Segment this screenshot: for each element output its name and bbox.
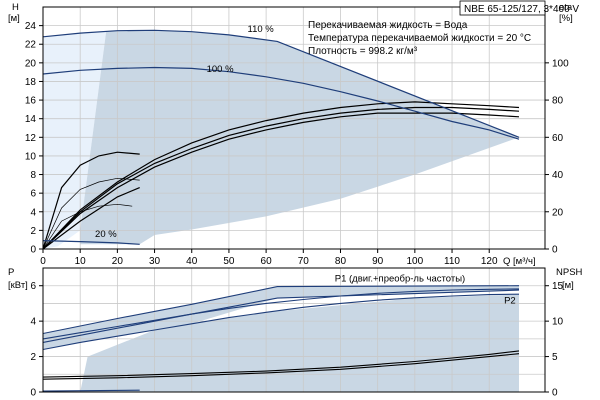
q-xtick-label-7: 70 [298,256,310,267]
head-curve-label-0: 110 % [248,24,275,35]
head-ytick-label-6: 12 [25,133,37,144]
power-ytick-label-2: 4 [30,317,36,328]
head-ytick-label-8: 16 [25,96,37,107]
head-curve-1 [43,66,520,140]
q-xtick-label-2: 20 [112,256,124,267]
npsh-axis-label-unit: [м] [562,280,574,291]
q-xtick-label-5: 50 [223,256,235,267]
power-plot-frame [42,267,546,393]
efficiency-curve-0 [43,106,520,249]
info-line-0: Перекачиваемая жидкость = Вода [308,20,468,31]
head-ytick-label-1: 2 [30,226,36,237]
head-ytick-label-12: 24 [25,21,37,32]
npsh-curve-0 [43,350,520,378]
eta-ytick-label-0: 0 [552,245,558,256]
efficiency-curve-2 [43,101,520,249]
power-ytick-label-1: 2 [30,352,36,363]
eta-axis-label-unit: [%] [559,13,573,24]
head-ytick-label-0: 0 [30,245,36,256]
info-line-2: Плотность = 998.2 кг/м³ [308,46,418,57]
power-axis-label-p: P [8,267,14,278]
efficiency-curve-3 [43,177,140,249]
title-text: NBE 65-125/127, 3*400 V [464,4,579,15]
q-xtick-label-1: 10 [75,256,87,267]
q-xtick-label-9: 90 [372,256,384,267]
efficiency-curve-5 [43,151,140,249]
npsh-ytick-label-2: 10 [552,317,564,328]
eta-ytick-label-2: 40 [552,170,564,181]
info-line-1: Температура перекачиваемой жидкости = 20… [308,33,531,44]
eta-ytick-label-3: 60 [552,133,564,144]
q-xtick-label-0: 0 [40,256,46,267]
efficiency-curve-1 [43,112,520,249]
power-range-area [43,285,519,350]
head-plot-frame [42,6,546,250]
head-ytick-label-4: 8 [30,170,36,181]
q-xtick-label-10: 100 [407,256,424,267]
q-xtick-label-8: 80 [335,256,347,267]
title-box [459,0,546,16]
info-box: NBE 65-125/127, 3*400 V Перекачиваемая жи… [308,0,579,57]
operating-range-light [43,31,107,249]
power-curve-2 [43,285,520,335]
power-curve-label-0: P1 (двиг.+преобр-ль частоты) [335,273,465,284]
head-ytick-label-11: 22 [25,40,37,51]
power-ytick-label-0: 0 [30,388,36,399]
npsh-ytick-label-0: 0 [552,388,558,399]
eta-ytick-label-4: 80 [552,96,564,107]
head-axis-label-unit: [м] [8,13,20,24]
npsh-axis-label: NPSH [556,267,583,278]
head-ytick-label-3: 6 [30,189,36,200]
head-efficiency-panel: 110 %100 %20 %02468101214161820222402040… [8,2,573,267]
npsh-curve-1 [43,353,520,380]
power-range-lower-area [80,294,519,392]
npsh-ytick-label-3: 15 [552,281,564,292]
power-curve-label-1: P2 [504,295,516,306]
efficiency-curve-4 [43,203,133,249]
q-xtick-label-3: 30 [149,256,161,267]
power-curve-1 [43,293,520,351]
head-curve-label-1: 100 % [207,64,234,75]
eta-axis-label: eta [559,2,573,13]
head-ytick-label-5: 10 [25,151,37,162]
npsh-ytick-label-1: 5 [552,352,558,363]
head-ytick-label-2: 4 [30,207,36,218]
head-curve-0 [43,29,520,138]
efficiency-curve-6 [43,187,140,249]
power-npsh-panel: P1 (двиг.+преобр-ль частоты) P2 0 2 4 6 0 5 10 15… [8,267,583,399]
q-axis-label: Q [м³/ч] [503,256,536,267]
eta-ytick-label-1: 20 [552,207,564,218]
head-axis-label-h: H [12,2,19,13]
power-ytick-label-3: 6 [30,281,36,292]
power-curve-0 [43,288,520,340]
q-xtick-label-12: 120 [481,256,498,267]
head-ytick-label-7: 14 [25,114,37,125]
head-curve-label-2: 20 % [95,229,117,240]
power-curve-4 [43,389,140,392]
head-ytick-label-10: 20 [25,58,37,69]
eta-ytick-label-5: 100 [552,58,569,69]
head-curve-2 [43,240,140,245]
q-xtick-label-6: 60 [261,256,273,267]
head-ytick-label-9: 18 [25,77,37,88]
power-curve-3 [43,289,520,343]
q-xtick-label-4: 40 [186,256,198,267]
q-xtick-label-11: 110 [444,256,460,267]
power-axis-label-unit: [кВт] [8,280,28,291]
